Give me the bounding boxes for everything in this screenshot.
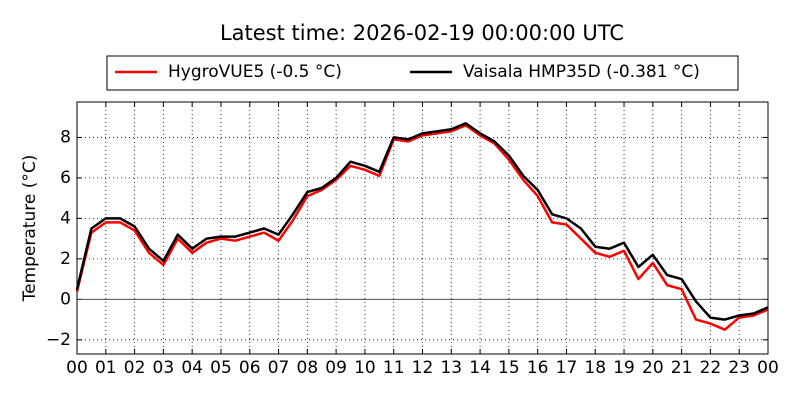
- x-tick-label: 02: [124, 358, 146, 378]
- x-tick-label: 22: [700, 358, 722, 378]
- x-tick-label: 00: [66, 358, 88, 378]
- x-tick-label: 19: [613, 358, 635, 378]
- x-tick-label: 01: [95, 358, 117, 378]
- y-tick-label: −2: [46, 330, 71, 350]
- x-tick-label: 20: [642, 358, 664, 378]
- x-tick-label: 13: [440, 358, 462, 378]
- x-tick-label: 21: [671, 358, 693, 378]
- y-tick-label: 8: [60, 127, 71, 147]
- plot-frame: [76, 101, 769, 355]
- chart-title: Latest time: 2026-02-19 00:00:00 UTC: [220, 21, 624, 45]
- legend-label: Vaisala HMP35D (-0.381 °C): [463, 62, 700, 82]
- x-tick-label: 03: [153, 358, 175, 378]
- x-tick-label: 16: [527, 358, 549, 378]
- x-tick-label: 11: [383, 358, 405, 378]
- legend-label: HygroVUE5 (-0.5 °C): [168, 62, 342, 82]
- series-line: [75, 122, 769, 321]
- x-tick-label: 23: [728, 358, 750, 378]
- x-tick-label: 06: [239, 358, 261, 378]
- y-tick-label: 2: [60, 249, 71, 269]
- y-axis-label: Temperature (°C): [20, 155, 40, 303]
- x-tick-label: 10: [354, 358, 376, 378]
- x-tick-label: 00: [757, 358, 779, 378]
- x-tick-label: 05: [210, 358, 232, 378]
- x-tick-label: 09: [325, 358, 347, 378]
- x-tick-label: 07: [268, 358, 290, 378]
- x-tick-label: 15: [498, 358, 520, 378]
- series-line: [75, 124, 769, 331]
- x-tick-label: 12: [412, 358, 434, 378]
- x-tick-label: 04: [181, 358, 203, 378]
- y-tick-label: 6: [60, 168, 71, 188]
- x-tick-label: 08: [297, 358, 319, 378]
- x-tick-label: 14: [469, 358, 491, 378]
- y-tick-label: 4: [60, 208, 71, 228]
- x-tick-label: 17: [556, 358, 578, 378]
- x-tick-label: 18: [584, 358, 606, 378]
- y-tick-label: 0: [60, 289, 71, 309]
